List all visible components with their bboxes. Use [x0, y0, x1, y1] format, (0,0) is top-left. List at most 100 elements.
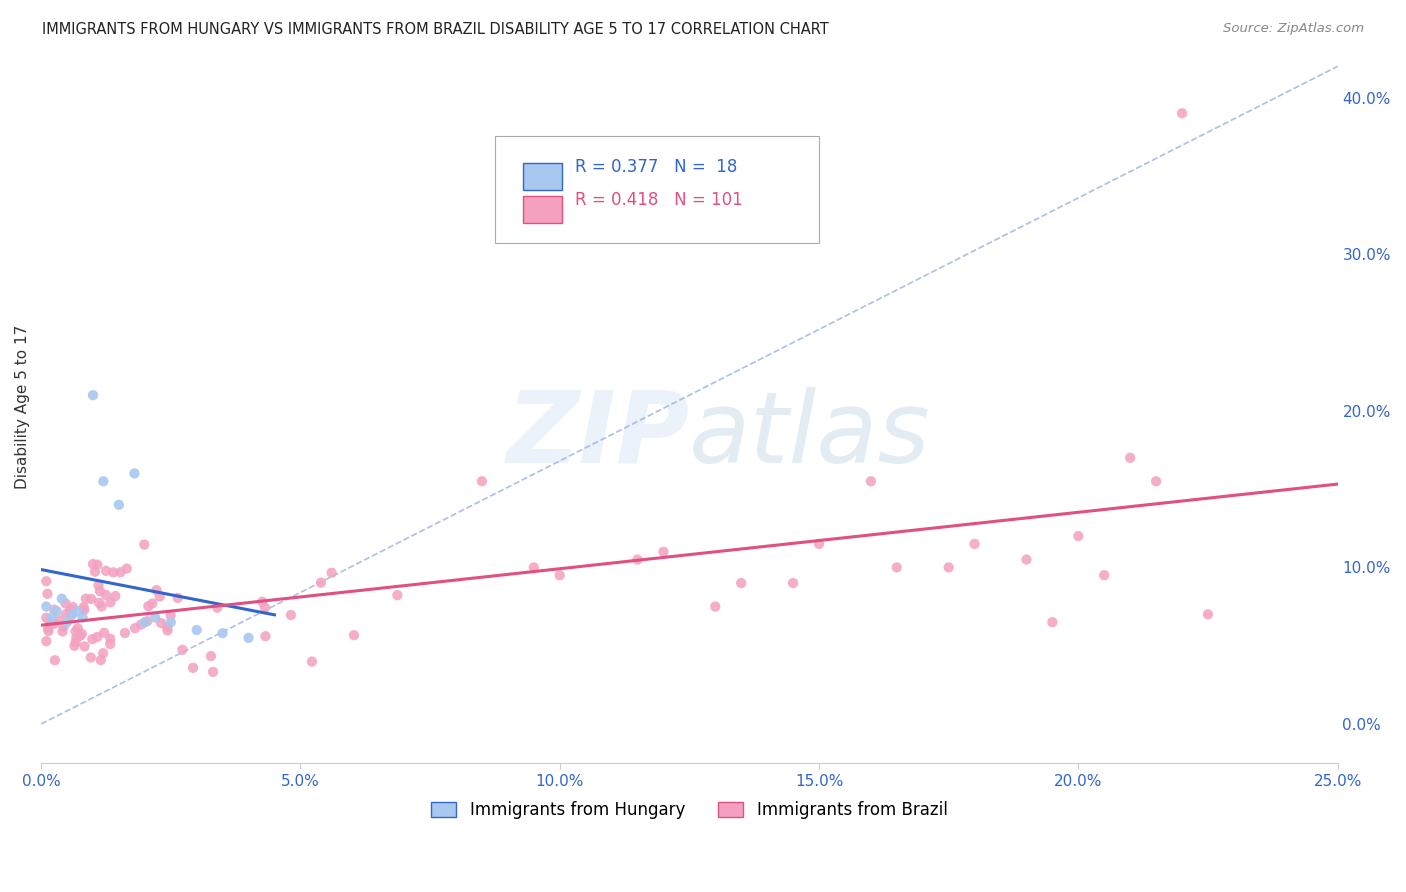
Point — [98, 632, 121, 646]
Text: IMMIGRANTS FROM HUNGARY VS IMMIGRANTS FROM BRAZIL DISABILITY AGE 5 TO 17 CORRELA: IMMIGRANTS FROM HUNGARY VS IMMIGRANTS FR… — [42, 22, 830, 37]
Point — [143, 610, 166, 624]
Point — [65, 631, 87, 645]
Point — [41, 610, 63, 624]
Point — [44, 602, 66, 616]
Point — [1067, 529, 1090, 543]
Text: R = 0.418   N = 101: R = 0.418 N = 101 — [575, 191, 742, 209]
Point — [134, 615, 156, 630]
Point — [73, 640, 96, 654]
Point — [51, 591, 73, 606]
Point — [82, 557, 104, 571]
Point — [110, 566, 132, 580]
Point — [1171, 106, 1194, 120]
Point — [704, 599, 727, 614]
Point — [94, 564, 117, 578]
Text: atlas: atlas — [689, 387, 931, 483]
Point — [938, 560, 960, 574]
Point — [87, 578, 110, 592]
Point — [150, 616, 173, 631]
Point — [254, 629, 277, 643]
Point — [93, 625, 115, 640]
Text: Source: ZipAtlas.com: Source: ZipAtlas.com — [1223, 22, 1364, 36]
Point — [548, 568, 571, 582]
Point — [48, 613, 70, 627]
Point — [38, 624, 60, 639]
Point — [145, 583, 167, 598]
Point — [44, 653, 66, 667]
Point — [80, 650, 103, 665]
Point — [103, 566, 125, 580]
Point — [45, 604, 67, 618]
Point — [124, 467, 146, 481]
Point — [136, 614, 159, 628]
Point — [808, 537, 831, 551]
Point — [129, 617, 152, 632]
Point — [963, 537, 986, 551]
Text: ZIP: ZIP — [506, 387, 689, 483]
Point — [104, 589, 127, 603]
Point — [238, 631, 260, 645]
Point — [1144, 475, 1167, 489]
Point — [200, 649, 222, 664]
Point — [156, 620, 179, 634]
Point — [211, 626, 233, 640]
Point — [86, 630, 108, 644]
Point — [159, 608, 181, 623]
Point — [321, 566, 343, 580]
Point — [70, 627, 93, 641]
Point — [37, 587, 59, 601]
Point — [205, 600, 228, 615]
Point — [59, 603, 82, 617]
Point — [100, 595, 122, 609]
Point — [626, 552, 648, 566]
Point — [73, 603, 96, 617]
Point — [89, 596, 111, 610]
Point — [782, 576, 804, 591]
Point — [343, 628, 366, 642]
Y-axis label: Disability Age 5 to 17: Disability Age 5 to 17 — [15, 325, 30, 489]
Point — [93, 475, 115, 489]
Point — [387, 588, 409, 602]
Point — [98, 637, 121, 651]
Point — [55, 607, 77, 621]
Point — [166, 591, 188, 605]
Point — [75, 591, 97, 606]
Point — [52, 620, 75, 634]
Point — [108, 498, 131, 512]
Point — [1015, 552, 1038, 566]
Point — [35, 574, 58, 589]
Point — [156, 624, 179, 638]
Point — [149, 590, 172, 604]
Point — [56, 615, 79, 630]
Point — [86, 558, 108, 572]
FancyBboxPatch shape — [495, 136, 820, 243]
Point — [1042, 615, 1064, 630]
Point — [90, 653, 112, 667]
Point — [253, 600, 276, 615]
Point — [886, 560, 908, 574]
Point — [65, 635, 87, 649]
Point — [80, 591, 103, 606]
Text: R = 0.377   N =  18: R = 0.377 N = 18 — [575, 158, 738, 176]
Point — [60, 607, 83, 622]
Point — [55, 596, 77, 610]
Point — [44, 616, 66, 631]
Point — [172, 642, 194, 657]
Point — [84, 565, 107, 579]
Point — [134, 538, 156, 552]
Point — [91, 646, 114, 660]
Point — [202, 665, 225, 679]
Point — [35, 634, 58, 648]
Point — [66, 604, 89, 618]
Point — [72, 600, 94, 615]
Point — [471, 475, 494, 489]
FancyBboxPatch shape — [523, 196, 562, 223]
Point — [124, 621, 146, 635]
Point — [90, 599, 112, 614]
Point — [62, 600, 84, 615]
Point — [186, 623, 208, 637]
Point — [63, 639, 86, 653]
Point — [309, 575, 332, 590]
Point — [859, 475, 882, 489]
Point — [69, 629, 91, 643]
